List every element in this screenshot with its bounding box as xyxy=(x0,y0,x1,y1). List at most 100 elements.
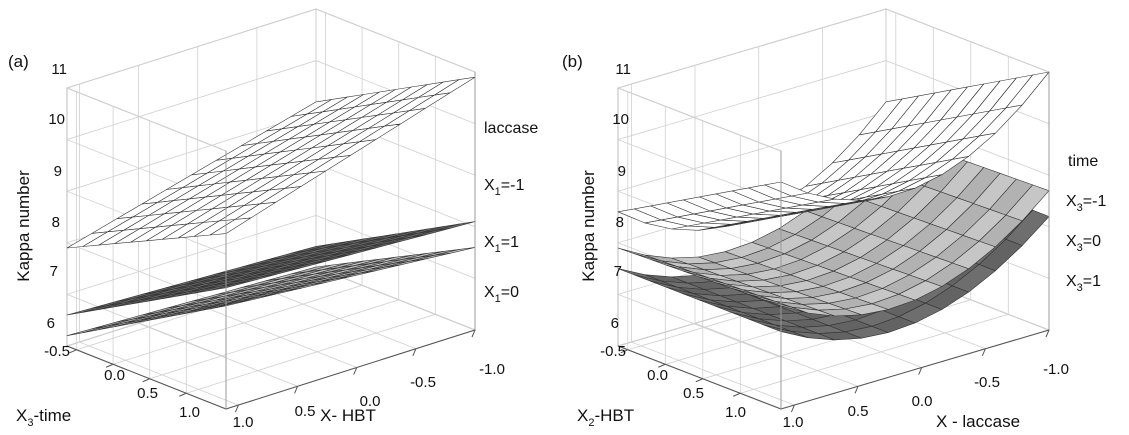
panel-b-z-tick: 10 xyxy=(612,111,629,128)
panel-b-x-axis-title: X - laccase xyxy=(936,412,1020,431)
panel-b-z-tick-labels: 11 10 9 8 7 6 xyxy=(611,61,631,332)
panel-b-front-edges xyxy=(617,72,1050,413)
surface-series-0 xyxy=(66,76,476,249)
surface-cell xyxy=(209,217,252,236)
panel-a-y-axis-title: X3-time xyxy=(16,406,71,429)
panel-a-x-tick: -0.5 xyxy=(410,374,436,391)
panel-a-z-tick: 10 xyxy=(48,111,65,128)
panel-a-y-tick: 1.0 xyxy=(179,404,200,421)
x-tick-mark xyxy=(294,386,299,394)
y-tick-mark xyxy=(733,392,741,397)
panel-a-front-edges xyxy=(66,72,476,413)
panel-a-z-tick: 6 xyxy=(47,315,55,332)
y-tick-mark xyxy=(105,363,114,368)
panel-b-y-tick: 0.5 xyxy=(683,385,704,402)
panel-b-z-tick: 7 xyxy=(614,263,622,280)
surface-cell xyxy=(764,324,809,339)
surface-cell xyxy=(433,247,476,256)
panel-a-z-tick: 7 xyxy=(50,263,58,280)
panel-a-y-tick: 0.5 xyxy=(137,385,158,402)
panel-a: (a) 11 10 9 8 7 6 Kappa number -0.5 0.0 … xyxy=(8,8,538,431)
panel-b-y-axis-title: X2-HBT xyxy=(577,406,634,429)
y-tick-mark xyxy=(620,349,628,354)
surface-cell xyxy=(433,221,476,231)
x-tick-mark xyxy=(790,404,795,413)
panel-a-x-tick: 0.5 xyxy=(295,403,316,420)
panel-a-x-tick: 1.0 xyxy=(233,414,254,431)
x-tick-mark xyxy=(1045,329,1050,338)
panel-a-label: (a) xyxy=(8,52,29,71)
z-gridline xyxy=(65,8,476,152)
panel-a-z-axis-title: Kappa number xyxy=(14,170,33,282)
x-tick-mark xyxy=(918,367,923,375)
panel-b: (b) 11 10 9 8 7 6 Kappa number -0.5 0.0 … xyxy=(562,8,1106,431)
x-gridline xyxy=(315,9,476,331)
y-gridline xyxy=(149,41,400,380)
panel-b-legend: time X3=-1 X3=0 X3=1 xyxy=(1066,153,1106,294)
x-tick-mark xyxy=(471,329,476,338)
panel-a-legend: laccase X1=-1 X1=1 X1=0 xyxy=(484,120,538,305)
panel-a-x-tick-labels: 1.0 0.5 0.0 -0.5 -1.0 xyxy=(233,361,505,431)
surface-cell xyxy=(209,299,252,310)
y-tick-mark xyxy=(69,349,77,354)
panel-b-x-tick: -1.0 xyxy=(1043,361,1069,378)
panel-b-y-tick: 1.0 xyxy=(725,404,746,421)
x-tick-mark xyxy=(234,404,239,413)
y-tick-mark xyxy=(142,378,150,383)
panel-a-surfaces xyxy=(66,76,476,337)
panel-b-x-tick: -0.5 xyxy=(974,374,1000,391)
panel-b-legend-entry: X3=1 xyxy=(1066,273,1101,294)
x-gridline xyxy=(694,65,859,387)
surface-cell xyxy=(764,181,809,197)
panel-a-z-tick: 8 xyxy=(52,214,60,231)
surface-cell xyxy=(617,268,662,282)
front-floor-edges xyxy=(66,329,476,410)
panel-b-label: (b) xyxy=(562,52,583,71)
left-wall xyxy=(66,87,227,410)
side-wall xyxy=(315,8,476,331)
x-tick-mark xyxy=(412,348,417,356)
panel-b-z-tick: 8 xyxy=(616,214,624,231)
z-gridline xyxy=(65,214,476,358)
panel-b-legend-entry: X3=-1 xyxy=(1066,193,1106,214)
panel-a-x-axis-title: X- HBT xyxy=(320,406,376,425)
x-tick-mark xyxy=(981,348,986,356)
panel-b-x-tick-labels: 1.0 0.5 0.0 -0.5 -1.0 xyxy=(783,361,1069,431)
panel-b-x-tick: 1.0 xyxy=(783,414,804,431)
surface-cell xyxy=(209,280,252,291)
panel-b-y-tick: 0.0 xyxy=(647,367,668,384)
surface-series-0 xyxy=(617,71,1050,231)
x-tick-mark xyxy=(854,386,859,394)
panel-b-y-tick-labels: -0.5 0.0 0.5 1.0 xyxy=(600,343,746,421)
panel-b-legend-entry: X3=0 xyxy=(1066,233,1101,254)
y-gridline xyxy=(185,56,436,394)
panel-b-y-tick: -0.5 xyxy=(600,343,626,360)
panel-a-y-tick: 0.0 xyxy=(104,367,125,384)
panel-a-y-tick: -0.5 xyxy=(44,343,70,360)
z-gridline xyxy=(616,8,1050,152)
panel-b-x-tick: 0.0 xyxy=(912,393,933,410)
panel-a-z-tick: 11 xyxy=(51,61,67,78)
panel-a-x-tick: -1.0 xyxy=(479,361,505,378)
panel-b-z-tick: 11 xyxy=(615,61,631,78)
panel-b-z-tick: 9 xyxy=(618,163,626,180)
surface-series-2 xyxy=(66,247,476,337)
panel-a-legend-entry: X1=1 xyxy=(484,234,519,255)
y-tick-mark xyxy=(179,392,187,397)
panel-b-z-axis-title: Kappa number xyxy=(579,170,598,282)
panel-a-y-tick-labels: -0.5 0.0 0.5 1.0 xyxy=(44,343,200,421)
y-tick-mark xyxy=(658,363,666,368)
surface-cell xyxy=(764,299,809,314)
panel-b-surfaces xyxy=(617,71,1050,341)
panel-b-z-tick: 6 xyxy=(611,315,619,332)
y-tick-mark xyxy=(695,378,703,383)
panel-a-legend-title: laccase xyxy=(484,120,538,137)
x-tick-mark xyxy=(353,367,358,375)
surface-series-1 xyxy=(66,221,476,316)
x-gridline xyxy=(79,84,239,406)
panel-a-x-tick: 0.0 xyxy=(360,393,381,410)
panel-b-x-tick: 0.5 xyxy=(848,403,869,420)
panel-a-z-tick-labels: 11 10 9 8 7 6 xyxy=(47,61,67,332)
panel-a-legend-entry: X1=-1 xyxy=(484,177,524,198)
